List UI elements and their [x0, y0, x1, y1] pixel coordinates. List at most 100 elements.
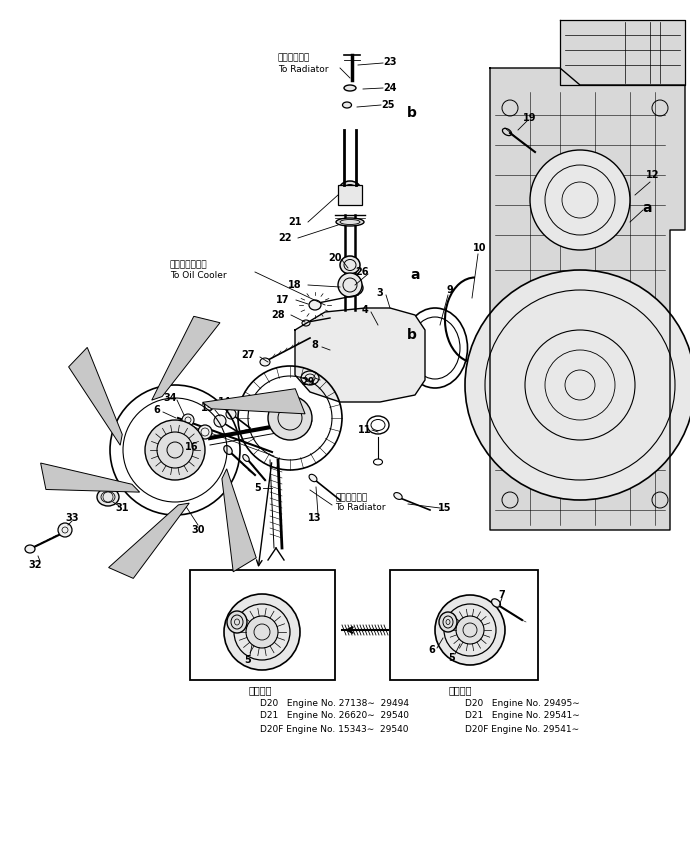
Text: 34: 34 [164, 393, 177, 403]
Text: 8: 8 [312, 340, 319, 350]
Text: ラジエータへ: ラジエータへ [335, 494, 367, 503]
Text: 25: 25 [382, 100, 395, 110]
Ellipse shape [344, 85, 356, 91]
Polygon shape [560, 20, 685, 85]
Text: 5: 5 [255, 483, 262, 493]
Ellipse shape [227, 611, 247, 633]
Text: 27: 27 [241, 350, 255, 360]
Text: 22: 22 [278, 233, 292, 243]
Ellipse shape [439, 612, 457, 632]
Polygon shape [41, 463, 139, 492]
Ellipse shape [25, 545, 35, 553]
Text: 21: 21 [288, 217, 302, 227]
Text: 30: 30 [191, 525, 205, 535]
Circle shape [226, 409, 236, 419]
Ellipse shape [491, 599, 500, 608]
Text: To Oil Cooler: To Oil Cooler [170, 272, 226, 280]
Ellipse shape [341, 280, 363, 296]
Ellipse shape [309, 300, 321, 310]
Polygon shape [108, 503, 189, 578]
Text: D20   Engine No. 29495∼: D20 Engine No. 29495∼ [465, 699, 580, 707]
Text: D20   Engine No. 27138∼  29494: D20 Engine No. 27138∼ 29494 [260, 699, 409, 707]
Circle shape [268, 396, 312, 440]
Ellipse shape [340, 256, 360, 274]
Text: 23: 23 [383, 57, 397, 67]
Circle shape [214, 415, 226, 427]
Text: 6: 6 [154, 405, 160, 415]
Polygon shape [152, 316, 220, 400]
Text: 13: 13 [308, 513, 322, 523]
Polygon shape [490, 68, 685, 530]
Circle shape [278, 406, 302, 430]
Text: 適用号機: 適用号機 [248, 685, 272, 695]
Text: 29: 29 [302, 377, 315, 387]
Circle shape [145, 420, 205, 480]
Bar [338, 185, 362, 205]
Text: 16: 16 [185, 442, 199, 452]
Text: 17: 17 [276, 295, 290, 305]
Bar [190, 570, 335, 680]
Ellipse shape [309, 474, 317, 482]
Circle shape [338, 273, 362, 297]
Text: ラジエータへ: ラジエータへ [278, 54, 310, 62]
Ellipse shape [394, 492, 402, 499]
Circle shape [246, 616, 278, 648]
Circle shape [254, 624, 270, 640]
Circle shape [58, 523, 72, 537]
Circle shape [530, 150, 630, 250]
Text: 19: 19 [523, 113, 537, 123]
Text: D20F Engine No. 15343∼  29540: D20F Engine No. 15343∼ 29540 [260, 725, 408, 733]
Text: 28: 28 [271, 310, 285, 320]
Text: a: a [642, 201, 652, 215]
Circle shape [485, 290, 675, 480]
Text: 31: 31 [115, 503, 129, 513]
Polygon shape [202, 389, 305, 414]
Bar [390, 570, 538, 680]
Text: D21   Engine No. 26620∼  29540: D21 Engine No. 26620∼ 29540 [260, 712, 409, 720]
Text: 適用号機: 適用号機 [448, 685, 472, 695]
Circle shape [198, 425, 212, 439]
Text: 3: 3 [377, 288, 384, 298]
Circle shape [456, 616, 484, 644]
Text: a: a [411, 268, 420, 282]
Text: To Radiator: To Radiator [335, 503, 386, 512]
Text: 10: 10 [473, 243, 486, 253]
Polygon shape [68, 347, 122, 445]
Circle shape [182, 414, 194, 426]
Text: 18: 18 [288, 280, 302, 290]
Circle shape [463, 623, 477, 637]
Ellipse shape [97, 488, 119, 506]
Text: 11: 11 [358, 425, 372, 435]
Text: 33: 33 [66, 513, 79, 523]
Ellipse shape [260, 358, 270, 366]
Text: 15: 15 [438, 503, 452, 513]
Text: 14: 14 [218, 397, 232, 407]
Text: 26: 26 [355, 267, 368, 277]
Text: 20: 20 [328, 253, 342, 263]
Text: 7: 7 [499, 590, 505, 600]
Circle shape [465, 270, 690, 500]
Circle shape [224, 594, 300, 670]
Text: 6: 6 [428, 645, 435, 655]
Polygon shape [295, 308, 425, 402]
Ellipse shape [336, 218, 364, 226]
Ellipse shape [224, 445, 233, 455]
Ellipse shape [339, 181, 361, 199]
Text: オイルクーラへ: オイルクーラへ [170, 260, 208, 269]
Text: 32: 32 [28, 560, 42, 570]
Ellipse shape [243, 455, 249, 462]
Ellipse shape [302, 320, 310, 326]
Polygon shape [222, 469, 256, 572]
Text: 5: 5 [448, 653, 455, 663]
Circle shape [435, 595, 505, 665]
Text: 12: 12 [647, 170, 660, 180]
Text: D20F Engine No. 29541∼: D20F Engine No. 29541∼ [465, 725, 579, 733]
Text: 4: 4 [362, 305, 368, 315]
Text: 9: 9 [446, 285, 453, 295]
Ellipse shape [342, 102, 351, 108]
Circle shape [167, 442, 183, 458]
Text: To Radiator: To Radiator [278, 65, 328, 75]
Text: 24: 24 [383, 83, 397, 93]
Text: D21   Engine No. 29541∼: D21 Engine No. 29541∼ [465, 712, 580, 720]
Text: 5: 5 [245, 655, 251, 665]
